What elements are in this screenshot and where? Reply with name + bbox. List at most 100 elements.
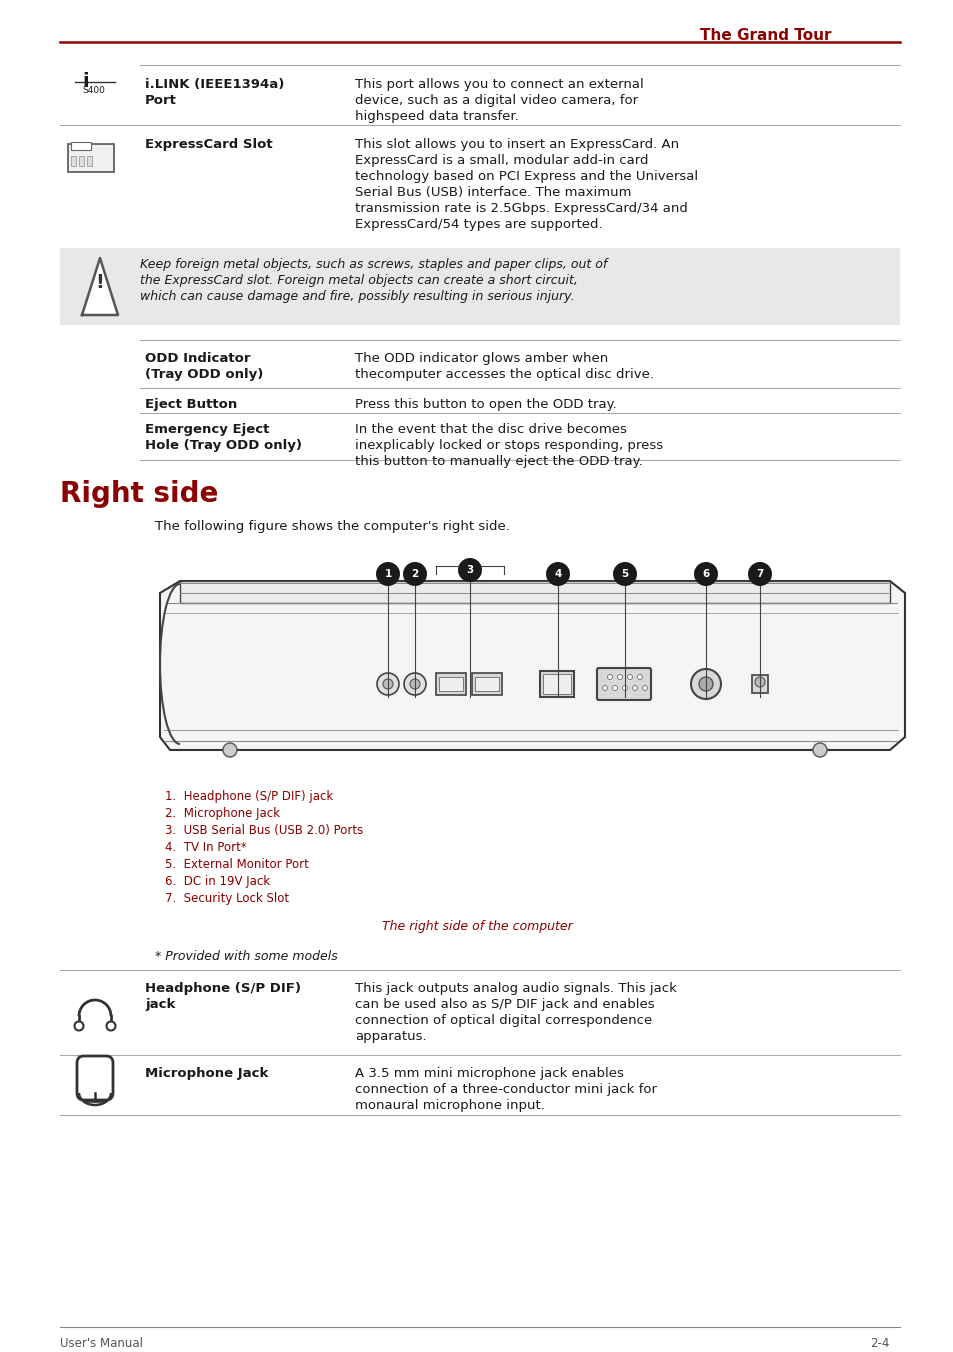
Text: Right side: Right side: [60, 480, 218, 508]
Text: 2.  Microphone Jack: 2. Microphone Jack: [165, 807, 280, 821]
Text: ExpressCard/54 types are supported.: ExpressCard/54 types are supported.: [355, 218, 602, 231]
Circle shape: [812, 744, 826, 757]
Text: 6: 6: [701, 569, 709, 579]
Text: The right side of the computer: The right side of the computer: [381, 919, 572, 933]
Text: 4: 4: [554, 569, 561, 579]
Circle shape: [693, 562, 718, 585]
Text: this button to manually eject the ODD tray.: this button to manually eject the ODD tr…: [355, 456, 642, 468]
Circle shape: [107, 1022, 115, 1030]
Circle shape: [375, 562, 399, 585]
Circle shape: [403, 673, 426, 695]
Circle shape: [376, 673, 398, 695]
Text: the ExpressCard slot. Foreign metal objects can create a short circuit,: the ExpressCard slot. Foreign metal obje…: [140, 274, 578, 287]
Text: monaural microphone input.: monaural microphone input.: [355, 1099, 544, 1111]
Bar: [475, 677, 498, 691]
Text: This jack outputs analog audio signals. This jack: This jack outputs analog audio signals. …: [355, 982, 677, 995]
Circle shape: [223, 744, 236, 757]
Circle shape: [74, 1022, 84, 1030]
Text: 1: 1: [384, 569, 392, 579]
Circle shape: [602, 685, 607, 691]
Text: highspeed data transfer.: highspeed data transfer.: [355, 110, 518, 123]
Circle shape: [617, 675, 622, 680]
Text: A 3.5 mm mini microphone jack enables: A 3.5 mm mini microphone jack enables: [355, 1067, 623, 1080]
Text: S400: S400: [82, 87, 105, 95]
Bar: [60, 247, 899, 324]
Text: The Grand Tour: The Grand Tour: [700, 28, 831, 43]
Text: Press this button to open the ODD tray.: Press this button to open the ODD tray.: [355, 397, 616, 411]
Bar: [68, 145, 113, 172]
Bar: [71, 155, 76, 166]
Polygon shape: [180, 581, 889, 603]
Circle shape: [607, 675, 612, 680]
Circle shape: [699, 677, 712, 691]
Circle shape: [402, 562, 427, 585]
Circle shape: [613, 562, 637, 585]
Text: i.LINK (IEEE1394a): i.LINK (IEEE1394a): [145, 78, 284, 91]
Text: transmission rate is 2.5Gbps. ExpressCard/34 and: transmission rate is 2.5Gbps. ExpressCar…: [355, 201, 687, 215]
Text: !: !: [95, 273, 104, 292]
Text: inexplicably locked or stops responding, press: inexplicably locked or stops responding,…: [355, 439, 662, 452]
Text: Keep foreign metal objects, such as screws, staples and paper clips, out of: Keep foreign metal objects, such as scre…: [140, 258, 607, 270]
Bar: [751, 675, 767, 694]
Bar: [87, 155, 91, 166]
Text: connection of optical digital correspondence: connection of optical digital correspond…: [355, 1014, 652, 1028]
Text: connection of a three-conductor mini jack for: connection of a three-conductor mini jac…: [355, 1083, 657, 1096]
Circle shape: [622, 685, 627, 691]
Circle shape: [632, 685, 637, 691]
Bar: [542, 675, 571, 694]
Text: i: i: [82, 72, 89, 91]
Text: User's Manual: User's Manual: [60, 1337, 143, 1351]
Circle shape: [545, 562, 569, 585]
Text: This slot allows you to insert an ExpressCard. An: This slot allows you to insert an Expres…: [355, 138, 679, 151]
Bar: [79, 155, 84, 166]
Text: can be used also as S/P DIF jack and enables: can be used also as S/P DIF jack and ena…: [355, 998, 654, 1011]
Bar: [71, 142, 91, 150]
Text: apparatus.: apparatus.: [355, 1030, 426, 1042]
Text: The following figure shows the computer's right side.: The following figure shows the computer'…: [154, 521, 509, 533]
Text: Port: Port: [145, 95, 176, 107]
Text: (Tray ODD only): (Tray ODD only): [145, 368, 263, 381]
Bar: [539, 671, 574, 698]
Text: Headphone (S/P DIF): Headphone (S/P DIF): [145, 982, 301, 995]
Text: jack: jack: [145, 998, 175, 1011]
Circle shape: [457, 558, 481, 581]
Text: which can cause damage and fire, possibly resulting in serious injury.: which can cause damage and fire, possibl…: [140, 289, 574, 303]
Text: In the event that the disc drive becomes: In the event that the disc drive becomes: [355, 423, 626, 435]
Circle shape: [641, 685, 647, 691]
Text: * Provided with some models: * Provided with some models: [154, 950, 337, 963]
Text: device, such as a digital video camera, for: device, such as a digital video camera, …: [355, 95, 638, 107]
Text: 3: 3: [466, 565, 473, 575]
Bar: [436, 673, 465, 695]
Text: 1.  Headphone (S/P DIF) jack: 1. Headphone (S/P DIF) jack: [165, 790, 333, 803]
Text: This port allows you to connect an external: This port allows you to connect an exter…: [355, 78, 643, 91]
Circle shape: [410, 679, 419, 690]
FancyBboxPatch shape: [77, 1056, 112, 1101]
Text: Emergency Eject: Emergency Eject: [145, 423, 269, 435]
Text: Microphone Jack: Microphone Jack: [145, 1067, 268, 1080]
Text: Serial Bus (USB) interface. The maximum: Serial Bus (USB) interface. The maximum: [355, 187, 631, 199]
Polygon shape: [160, 581, 904, 750]
Text: 4.  TV In Port*: 4. TV In Port*: [165, 841, 247, 854]
Circle shape: [382, 679, 393, 690]
Circle shape: [747, 562, 771, 585]
Text: 2: 2: [411, 569, 418, 579]
Text: Hole (Tray ODD only): Hole (Tray ODD only): [145, 439, 302, 452]
Text: 6.  DC in 19V Jack: 6. DC in 19V Jack: [165, 875, 270, 888]
Bar: [438, 677, 462, 691]
Text: 5: 5: [620, 569, 628, 579]
Bar: [472, 673, 501, 695]
Circle shape: [690, 669, 720, 699]
Text: 3.  USB Serial Bus (USB 2.0) Ports: 3. USB Serial Bus (USB 2.0) Ports: [165, 823, 363, 837]
Text: 5.  External Monitor Port: 5. External Monitor Port: [165, 859, 309, 871]
Text: thecomputer accesses the optical disc drive.: thecomputer accesses the optical disc dr…: [355, 368, 654, 381]
Text: 7.  Security Lock Slot: 7. Security Lock Slot: [165, 892, 289, 904]
Circle shape: [754, 677, 764, 687]
Text: The ODD indicator glows amber when: The ODD indicator glows amber when: [355, 352, 608, 365]
Circle shape: [627, 675, 632, 680]
Text: 2-4: 2-4: [870, 1337, 889, 1351]
Text: Eject Button: Eject Button: [145, 397, 237, 411]
Text: ExpressCard Slot: ExpressCard Slot: [145, 138, 273, 151]
Text: 7: 7: [756, 569, 763, 579]
Text: technology based on PCI Express and the Universal: technology based on PCI Express and the …: [355, 170, 698, 183]
Text: ExpressCard is a small, modular add-in card: ExpressCard is a small, modular add-in c…: [355, 154, 648, 168]
